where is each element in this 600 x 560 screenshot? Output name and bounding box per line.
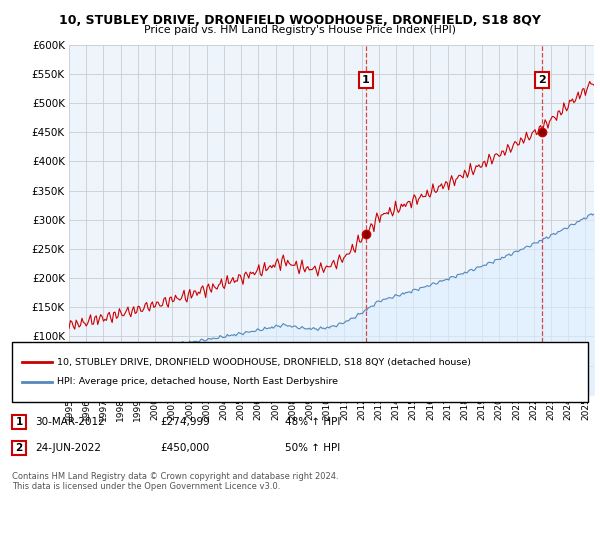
Text: 1: 1 <box>362 75 370 85</box>
Text: £450,000: £450,000 <box>160 443 209 453</box>
Text: 24-JUN-2022: 24-JUN-2022 <box>35 443 101 453</box>
Text: 30-MAR-2012: 30-MAR-2012 <box>35 417 105 427</box>
Text: HPI: Average price, detached house, North East Derbyshire: HPI: Average price, detached house, Nort… <box>57 377 338 386</box>
Text: 2: 2 <box>538 75 546 85</box>
Text: Contains HM Land Registry data © Crown copyright and database right 2024.
This d: Contains HM Land Registry data © Crown c… <box>12 472 338 492</box>
Text: 1: 1 <box>16 417 23 427</box>
Bar <box>12 342 588 402</box>
Text: 10, STUBLEY DRIVE, DRONFIELD WOODHOUSE, DRONFIELD, S18 8QY: 10, STUBLEY DRIVE, DRONFIELD WOODHOUSE, … <box>59 14 541 27</box>
Bar <box>12 415 26 429</box>
Text: 48% ↑ HPI: 48% ↑ HPI <box>285 417 340 427</box>
Text: £274,999: £274,999 <box>160 417 210 427</box>
Text: Price paid vs. HM Land Registry's House Price Index (HPI): Price paid vs. HM Land Registry's House … <box>144 25 456 35</box>
Bar <box>12 441 26 455</box>
Text: 2: 2 <box>16 443 23 453</box>
Text: 10, STUBLEY DRIVE, DRONFIELD WOODHOUSE, DRONFIELD, S18 8QY (detached house): 10, STUBLEY DRIVE, DRONFIELD WOODHOUSE, … <box>57 357 471 366</box>
Text: 50% ↑ HPI: 50% ↑ HPI <box>285 443 340 453</box>
